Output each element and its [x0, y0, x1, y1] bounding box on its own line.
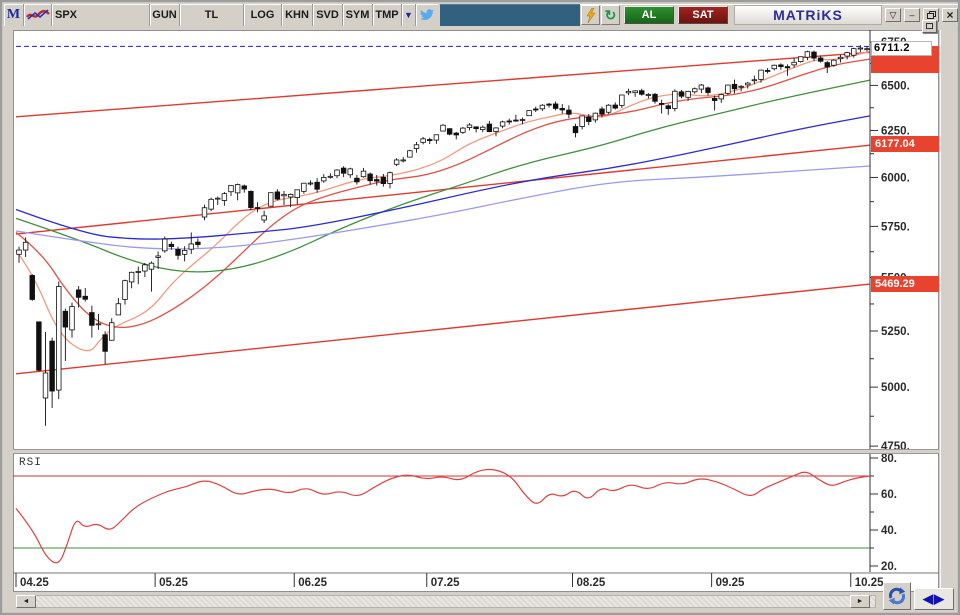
time-tick-label: 07.25	[431, 577, 460, 589]
time-tick-label: 04.25	[20, 577, 49, 589]
rsi-indicator-label: RSI	[19, 457, 42, 469]
window-close-button[interactable]: ×	[942, 8, 958, 22]
scrollbar-track[interactable]	[16, 595, 876, 608]
lightning-icon	[586, 7, 596, 23]
toolbar-right: ↻ AL SAT MATRiKS ▽ – ×	[580, 4, 958, 26]
detach-icon	[926, 23, 933, 29]
panel-detach-button[interactable]	[922, 20, 937, 33]
chart-area[interactable]	[13, 30, 939, 592]
refresh-button[interactable]: ↻	[601, 5, 620, 25]
right-panel-strip	[940, 30, 955, 592]
restore-icon	[926, 11, 936, 19]
brand-logo: MATRiKS	[734, 5, 882, 25]
channel-price-badge-1: 6177.04	[871, 136, 939, 152]
time-tick-label: 05.25	[159, 577, 188, 589]
window-minimize-button[interactable]: –	[904, 8, 920, 22]
price-tick-label: 5250.	[881, 326, 910, 338]
time-tick-label: 10.25	[855, 577, 884, 589]
rsi-tick-label: 60.	[881, 489, 897, 501]
ma-50-line	[15, 79, 871, 273]
price-tick-label: 6250.	[881, 126, 910, 138]
auto-update-button[interactable]	[883, 582, 911, 610]
window-restore-button[interactable]	[923, 8, 939, 22]
lower-channel-line	[15, 283, 871, 375]
ma-100-line	[15, 115, 871, 240]
rsi-tick-label: 80.	[881, 453, 897, 465]
horizontal-scrollbar: ◄ ► ◀▶	[5, 582, 955, 612]
buy-button[interactable]: AL	[624, 6, 674, 24]
price-tick-label: 5750.	[881, 221, 910, 233]
rsi-line	[15, 468, 871, 564]
toolbar-button-khn[interactable]: KHN	[282, 4, 313, 26]
channel-price-badge-2: 5469.29	[871, 275, 939, 292]
ma-fast-line	[15, 50, 871, 352]
rsi-tick-label: 40.	[881, 525, 897, 537]
scroll-left-button[interactable]: ◄	[16, 595, 36, 608]
time-tick-label: 09.25	[716, 577, 745, 589]
time-tick-label: 06.25	[298, 577, 327, 589]
rsi-panel: 80. 60. 40. 20.	[13, 453, 897, 573]
middle-channel-line	[15, 144, 871, 235]
scroll-right-button[interactable]: ►	[850, 595, 870, 608]
twitter-icon[interactable]	[416, 4, 438, 26]
toolbar: M SPX GUN TL LOG KHN SVD SYM TMP ▼	[4, 4, 440, 26]
panel-splitter[interactable]	[13, 449, 939, 454]
chart-type-icon[interactable]	[24, 4, 52, 26]
toolbar-button-svd[interactable]: SVD	[313, 4, 343, 26]
price-tick-label: 6000.	[881, 172, 910, 184]
toolbar-button-gun[interactable]: GUN	[150, 4, 180, 26]
last-price-badge: 6711.2	[871, 40, 932, 56]
candle-wave-icon	[25, 9, 50, 20]
toolbar-button-tl[interactable]: TL	[180, 4, 244, 26]
toolbar-button-sym[interactable]: SYM	[343, 4, 373, 26]
channel-lines-layer	[15, 51, 871, 375]
rsi-tick-label: 20.	[881, 561, 897, 573]
ma-200-line	[15, 165, 871, 250]
price-tick-label: 6500.	[881, 80, 910, 92]
refresh-icon: ↻	[604, 7, 617, 23]
price-tick-label: 5000.	[881, 382, 910, 394]
symbol-field[interactable]: SPX	[52, 4, 150, 26]
ma-mid-line	[15, 58, 871, 329]
sync-icon	[888, 587, 906, 605]
candles-layer	[16, 45, 870, 426]
toolbar-button-log[interactable]: LOG	[244, 4, 282, 26]
sell-button[interactable]: SAT	[678, 6, 728, 24]
toolbar-button-tmp[interactable]: TMP	[373, 4, 402, 26]
page-navigation-button[interactable]: ◀▶	[914, 588, 954, 610]
moving-averages-layer	[15, 50, 871, 352]
time-axis: 04.25 05.25 06.25 07.25 08.25 09.25 10.25	[13, 572, 939, 589]
titlebar-strip	[440, 4, 580, 26]
window-shade-button[interactable]: ▽	[885, 8, 901, 22]
time-tick-label: 08.25	[577, 577, 606, 589]
upper-channel-line	[15, 51, 871, 118]
app-logo: M	[4, 4, 24, 26]
quick-trade-button[interactable]	[581, 5, 600, 25]
chevron-down-icon[interactable]: ▼	[402, 4, 416, 26]
